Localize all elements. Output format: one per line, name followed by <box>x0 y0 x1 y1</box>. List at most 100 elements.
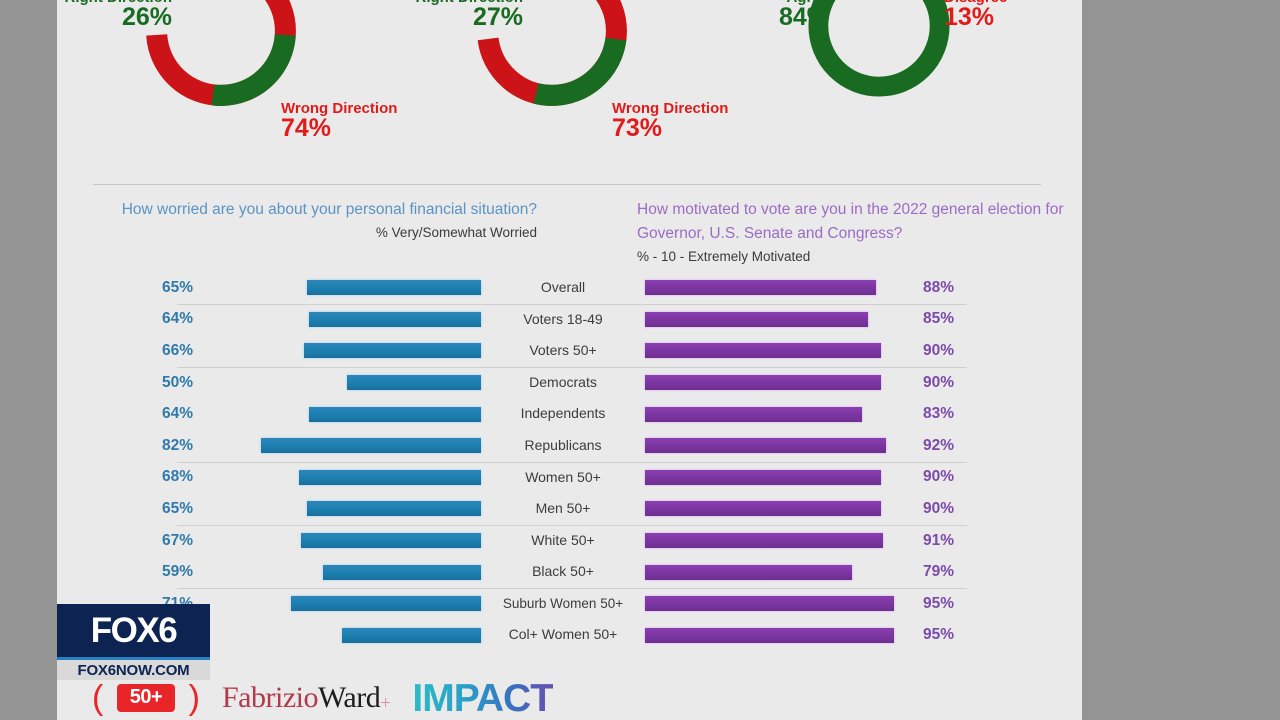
left-bar <box>261 438 481 454</box>
row-left-metric: 59% <box>57 563 489 581</box>
left-bar-track <box>201 438 481 454</box>
row-group-separator <box>177 461 967 463</box>
row-left-metric: 67% <box>57 532 489 550</box>
left-bar <box>301 533 481 549</box>
row-group-separator <box>177 366 967 368</box>
left-bar-track <box>201 469 481 485</box>
donut-3-svg <box>808 0 950 97</box>
fabrizio-ward-logo: FabrizioWard+ <box>222 681 391 715</box>
row-right-metric: 90% <box>637 342 1082 360</box>
question-right-text: How motivated to vote are you in the 202… <box>637 201 1064 243</box>
left-bar <box>309 406 481 422</box>
left-bar-track <box>201 564 481 580</box>
left-bar <box>290 596 481 612</box>
left-bar-track <box>201 501 481 517</box>
donut-2-wrong-direction-value: 73% <box>612 114 663 143</box>
donut-2-right-direction-name: Right Direction <box>393 0 524 5</box>
sponsor-logo-strip: ( 50+ ) FabrizioWard+ IMPACT <box>57 676 1082 720</box>
aarp-50plus-logo: ( 50+ ) <box>92 681 200 715</box>
row-left-metric: 64% <box>57 405 489 423</box>
left-value-label: 82% <box>161 436 193 454</box>
left-value-label: 59% <box>161 563 193 581</box>
left-bar-track <box>201 533 481 549</box>
left-value-label: 65% <box>161 278 193 296</box>
row-right-metric: 95% <box>637 595 1082 613</box>
donut-3-disagree-label: Disagree 13% <box>944 0 1082 31</box>
row-right-metric: 90% <box>637 374 1082 392</box>
left-bar <box>347 375 481 391</box>
row-category-label: Overall <box>540 278 586 295</box>
table-row: 59% Black 50+ 79% <box>57 556 1082 588</box>
donut-1-right-direction-label: Right Direction 26% <box>62 0 173 31</box>
row-category-label: White 50+ <box>531 531 595 548</box>
donut-chart-agree-disagree: Agree 84% Disagree 13% <box>729 0 1029 176</box>
fox6-accent-bar <box>57 657 210 660</box>
row-right-metric: 95% <box>637 626 1082 644</box>
left-bar <box>306 280 481 296</box>
donut-1-wrong-direction-label: Wrong Direction 74% <box>281 101 471 142</box>
row-right-metric: 90% <box>637 500 1082 518</box>
row-group-separator <box>177 588 967 589</box>
right-bar-track <box>645 564 915 580</box>
left-value-label: 64% <box>161 310 193 328</box>
ward-logo-text: Ward <box>317 681 381 714</box>
right-bar-track <box>645 501 915 517</box>
row-right-metric: 91% <box>637 532 1082 550</box>
left-bar <box>322 564 481 580</box>
aarp-logo-text: 50+ <box>116 684 176 712</box>
row-category-label: Col+ Women 50+ <box>508 626 618 643</box>
table-row: 64% Voters 18-49 85% <box>57 304 1082 336</box>
question-left-text: How worried are you about your personal … <box>121 201 537 218</box>
right-bar <box>645 280 876 296</box>
row-left-metric: 68% <box>57 468 489 486</box>
donut-chart-state-direction: Right Direction 27% Wrong Direction 73% <box>402 0 728 176</box>
row-category-label: Men 50+ <box>535 500 591 517</box>
right-bar <box>645 469 881 485</box>
left-bar-track <box>201 627 481 643</box>
donut-chart-row: Right Direction 26% Wrong Direction 74% … <box>57 0 1082 184</box>
right-bar <box>645 406 863 422</box>
row-right-metric: 83% <box>637 405 1082 423</box>
right-bar <box>645 596 894 612</box>
table-row: 50% Democrats 90% <box>57 367 1082 399</box>
donut-1-wrong-direction-value: 74% <box>281 114 332 143</box>
aarp-left-paren-icon: ( <box>92 679 104 717</box>
right-value-label: 90% <box>923 468 955 486</box>
left-bar-track <box>201 280 481 296</box>
left-bar <box>304 343 481 359</box>
left-bar <box>298 469 481 485</box>
row-left-metric: 82% <box>57 437 489 455</box>
row-category-label: Republicans <box>524 436 602 453</box>
fox6-logo-text: FOX6 <box>90 611 178 650</box>
question-header-financial-worry: How worried are you about your personal … <box>117 198 537 240</box>
right-bar-track <box>645 343 915 359</box>
aarp-right-paren-icon: ) <box>188 679 200 717</box>
table-row: 71%Suburb Women 50+95% <box>57 588 1082 620</box>
donut-chart-country-direction: Right Direction 26% Wrong Direction 74% <box>65 0 397 176</box>
right-value-label: 90% <box>923 499 955 517</box>
donut-3-agree-value: 84% <box>778 3 829 32</box>
left-value-label: 64% <box>161 405 193 423</box>
right-bar <box>645 375 881 391</box>
table-row: 64% Independents 83% <box>57 398 1082 430</box>
right-bar-track <box>645 375 915 391</box>
right-value-label: 95% <box>923 626 955 644</box>
row-category-label: Suburb Women 50+ <box>502 596 624 612</box>
comparison-bar-table: 65% Overall 88% 64% Voters 18-49 85% 66% Voters… <box>57 272 1082 651</box>
row-category-label: Black 50+ <box>532 563 594 580</box>
section-divider <box>93 184 1041 185</box>
table-row: 66% Voters 50+ 90% <box>57 335 1082 367</box>
right-bar <box>645 343 881 359</box>
right-bar <box>645 627 894 643</box>
row-right-metric: 85% <box>637 310 1082 328</box>
right-value-label: 83% <box>923 405 955 423</box>
row-right-metric: 88% <box>637 279 1082 297</box>
donut-2-wrong-direction-name: Wrong Direction <box>612 100 729 117</box>
right-value-label: 90% <box>923 341 955 359</box>
donut-2-svg <box>477 0 627 106</box>
donut-3-agree-label: Agree 84% <box>724 0 829 31</box>
row-left-metric: 65% <box>57 279 489 297</box>
left-bar <box>306 501 481 517</box>
left-value-label: 68% <box>161 468 193 486</box>
row-right-metric: 92% <box>637 437 1082 455</box>
